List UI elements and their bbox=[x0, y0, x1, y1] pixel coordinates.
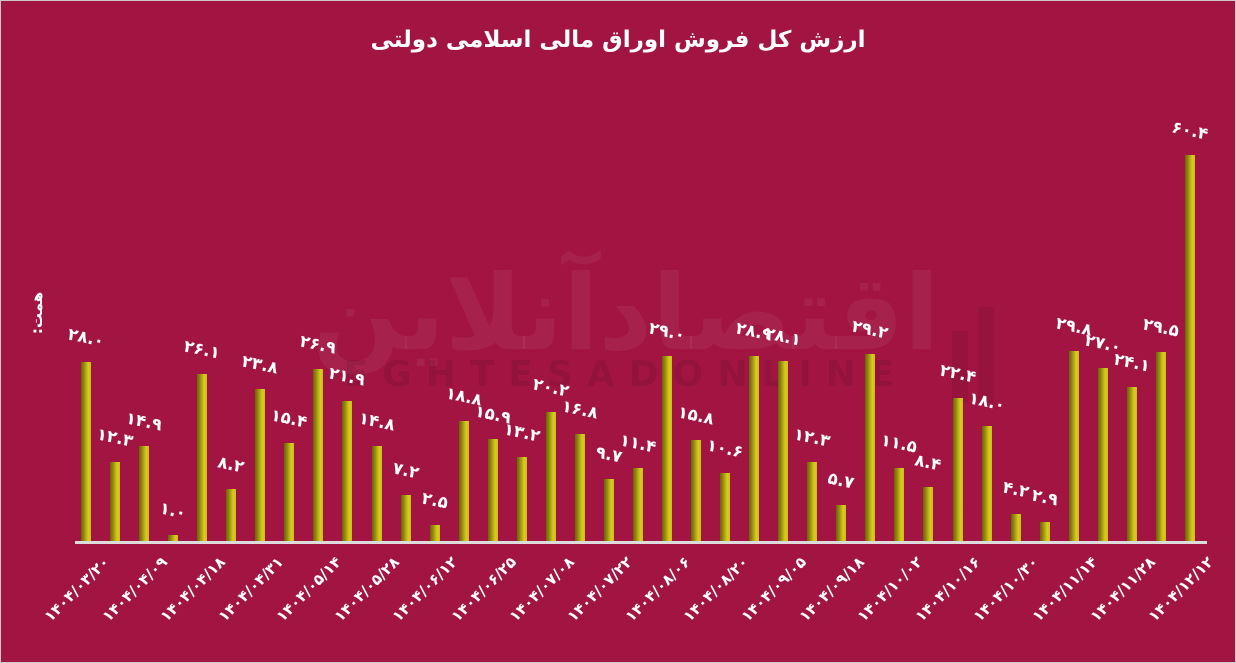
bar-value-label: ۲۶.۱ bbox=[182, 336, 223, 363]
bar-value-label: ۲۸.۰ bbox=[66, 324, 106, 351]
bar bbox=[1097, 368, 1108, 541]
bar bbox=[545, 412, 556, 541]
bar bbox=[226, 489, 237, 541]
bar bbox=[371, 446, 382, 541]
x-axis-line bbox=[75, 541, 1207, 544]
bar bbox=[458, 421, 469, 541]
bar bbox=[603, 479, 614, 541]
bar-value-label: ۲۴.۱ bbox=[1111, 349, 1152, 376]
bar-value-label: ۵.۷ bbox=[826, 468, 857, 493]
bar bbox=[952, 398, 963, 541]
bar-value-label: ۲.۵ bbox=[419, 488, 450, 513]
bar-value-label: ۶۰.۴ bbox=[1170, 117, 1210, 144]
bar bbox=[429, 525, 440, 541]
bar bbox=[1010, 514, 1021, 541]
bar-value-label: ۱۵.۴ bbox=[269, 405, 310, 432]
bar bbox=[865, 354, 876, 541]
bar bbox=[487, 439, 498, 541]
bar-value-label: ۲۲.۴ bbox=[937, 360, 978, 387]
bar bbox=[197, 374, 208, 541]
bar-value-label: ۱۸.۰ bbox=[966, 388, 1007, 415]
bar bbox=[1039, 522, 1050, 541]
bar-value-label: ۱۶.۸ bbox=[560, 396, 600, 423]
bar bbox=[632, 468, 643, 541]
bar bbox=[342, 401, 353, 541]
bar-value-label: ۲۹.۵ bbox=[1141, 314, 1181, 341]
bar-value-label: ۲۱.۹ bbox=[327, 363, 368, 390]
bar-value-label: ۲۳.۸ bbox=[240, 351, 281, 378]
bar-value-label: ۸.۴ bbox=[913, 450, 944, 475]
bar bbox=[923, 487, 934, 541]
bar-value-label: ۱۱.۴ bbox=[618, 430, 658, 457]
bar bbox=[778, 361, 789, 541]
bar bbox=[313, 369, 324, 541]
bar bbox=[1126, 387, 1137, 541]
bar-value-label: ۱۵.۸ bbox=[676, 402, 716, 429]
bar-value-label: ۱۰.۶ bbox=[705, 435, 745, 462]
bar bbox=[749, 356, 760, 541]
bar-value-label: ۱۲.۳ bbox=[95, 424, 135, 451]
bar-value-label: ۲۹.۰ bbox=[647, 318, 687, 345]
bar bbox=[168, 535, 179, 541]
chart-title: ارزش کل فروش اوراق مالی اسلامی دولتی bbox=[370, 27, 866, 53]
bar bbox=[894, 468, 905, 541]
bar bbox=[836, 505, 847, 541]
bar bbox=[574, 434, 585, 541]
bar bbox=[691, 440, 702, 541]
bar bbox=[662, 356, 672, 541]
bar bbox=[1068, 351, 1079, 541]
bar-value-label: ۷.۲ bbox=[390, 458, 421, 483]
bar bbox=[400, 495, 411, 541]
bar-value-label: ۲.۹ bbox=[1029, 485, 1060, 510]
bar bbox=[110, 462, 121, 541]
bar bbox=[284, 443, 295, 541]
bar bbox=[1184, 155, 1195, 541]
bar-value-label: ۸.۲ bbox=[216, 452, 247, 477]
bar bbox=[720, 473, 731, 541]
bar bbox=[81, 362, 91, 541]
bar-value-label: ۲۸.۱ bbox=[763, 323, 804, 350]
bar bbox=[139, 446, 150, 541]
bar-value-label: ۴.۲ bbox=[1000, 477, 1031, 502]
bar bbox=[1155, 352, 1166, 541]
bar bbox=[516, 457, 527, 541]
bar-value-label: ۱.۰ bbox=[158, 498, 189, 523]
bar-value-label: ۲۶.۹ bbox=[298, 331, 339, 358]
bar bbox=[255, 389, 266, 541]
bar-value-label: ۱۲.۳ bbox=[792, 424, 833, 451]
bar-value-label: ۲۹.۲ bbox=[850, 316, 891, 343]
bar-value-label: ۱۴.۸ bbox=[356, 408, 397, 435]
bar bbox=[807, 462, 818, 541]
bar-value-label: ۱۳.۲ bbox=[501, 419, 542, 446]
bar-value-label: ۱۱.۵ bbox=[879, 430, 920, 457]
bar bbox=[981, 426, 992, 541]
